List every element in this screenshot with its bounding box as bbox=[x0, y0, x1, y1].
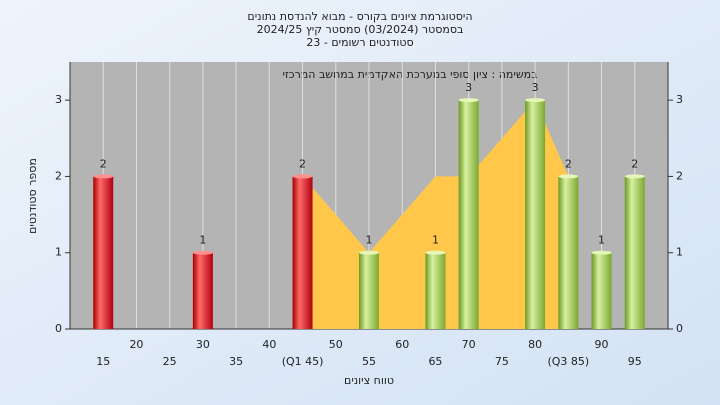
x-tick-label: 70 bbox=[462, 338, 476, 351]
bar bbox=[425, 252, 446, 329]
y-tick-label: 2 bbox=[676, 169, 683, 182]
bar bbox=[525, 100, 546, 330]
chart-title: היסטוגרמת ציונים בקורס - מבוא להנדסת נתו… bbox=[247, 10, 472, 23]
x-tick-label: 50 bbox=[329, 338, 343, 351]
x-tick-label: (Q1 45) bbox=[282, 355, 324, 368]
x-tick-label: 40 bbox=[262, 338, 276, 351]
x-tick-label: 15 bbox=[96, 355, 110, 368]
y-tick-label: 3 bbox=[676, 93, 683, 106]
y-tick-label: 2 bbox=[55, 169, 62, 182]
x-tick-label: 80 bbox=[528, 338, 542, 351]
data-label: 2 bbox=[565, 157, 572, 170]
chart-title: סטודנטים רשומים - 23 bbox=[306, 36, 413, 49]
bar-cap bbox=[624, 174, 645, 179]
data-label: 1 bbox=[366, 234, 373, 247]
data-label: 2 bbox=[100, 157, 107, 170]
bar-cap bbox=[292, 174, 313, 179]
y-tick-label: 1 bbox=[676, 246, 683, 259]
bar-cap bbox=[359, 250, 379, 255]
x-tick-label: 30 bbox=[196, 338, 210, 351]
x-tick-label: 75 bbox=[495, 355, 509, 368]
chart-title: בסמסטר (03/2024) סמסטר קיץ 2024/25 bbox=[257, 23, 464, 36]
x-tick-label: 65 bbox=[428, 355, 442, 368]
data-label: 3 bbox=[532, 81, 539, 94]
x-tick-label: 55 bbox=[362, 355, 376, 368]
bar bbox=[192, 252, 213, 329]
bar-cap bbox=[93, 174, 114, 179]
data-label: 3 bbox=[465, 81, 472, 94]
x-tick-label: 60 bbox=[395, 338, 409, 351]
data-label: 2 bbox=[631, 157, 638, 170]
bar-cap bbox=[558, 174, 579, 179]
y-axis-label: מספר סטודנטים bbox=[26, 158, 39, 234]
bar bbox=[93, 176, 114, 329]
bar bbox=[558, 176, 579, 329]
x-tick-label: (Q3 85) bbox=[547, 355, 589, 368]
bar-cap bbox=[192, 250, 213, 255]
x-tick-label: 35 bbox=[229, 355, 243, 368]
bar bbox=[458, 100, 479, 330]
data-label: 1 bbox=[598, 234, 605, 247]
y-tick-label: 1 bbox=[55, 246, 62, 259]
y-tick-label: 3 bbox=[55, 93, 62, 106]
bar bbox=[292, 176, 313, 329]
x-tick-label: 90 bbox=[595, 338, 609, 351]
data-label: 1 bbox=[432, 234, 439, 247]
data-label: 2 bbox=[299, 157, 306, 170]
bar bbox=[359, 252, 379, 329]
bar-cap bbox=[591, 250, 612, 255]
x-tick-label: 95 bbox=[628, 355, 642, 368]
bar-cap bbox=[425, 250, 446, 255]
bar-cap bbox=[458, 98, 479, 103]
y-tick-label: 0 bbox=[676, 322, 683, 335]
x-axis-label: טווח ציונים bbox=[344, 374, 394, 387]
bar bbox=[624, 176, 645, 329]
data-label: 1 bbox=[199, 234, 206, 247]
x-tick-label: 20 bbox=[129, 338, 143, 351]
bar bbox=[591, 252, 612, 329]
y-tick-label: 0 bbox=[55, 322, 62, 335]
x-tick-label: 25 bbox=[163, 355, 177, 368]
bar-cap bbox=[525, 98, 546, 103]
annotation: במשימה : ציון סופי במערכת האקדמית במחשב … bbox=[283, 68, 538, 81]
